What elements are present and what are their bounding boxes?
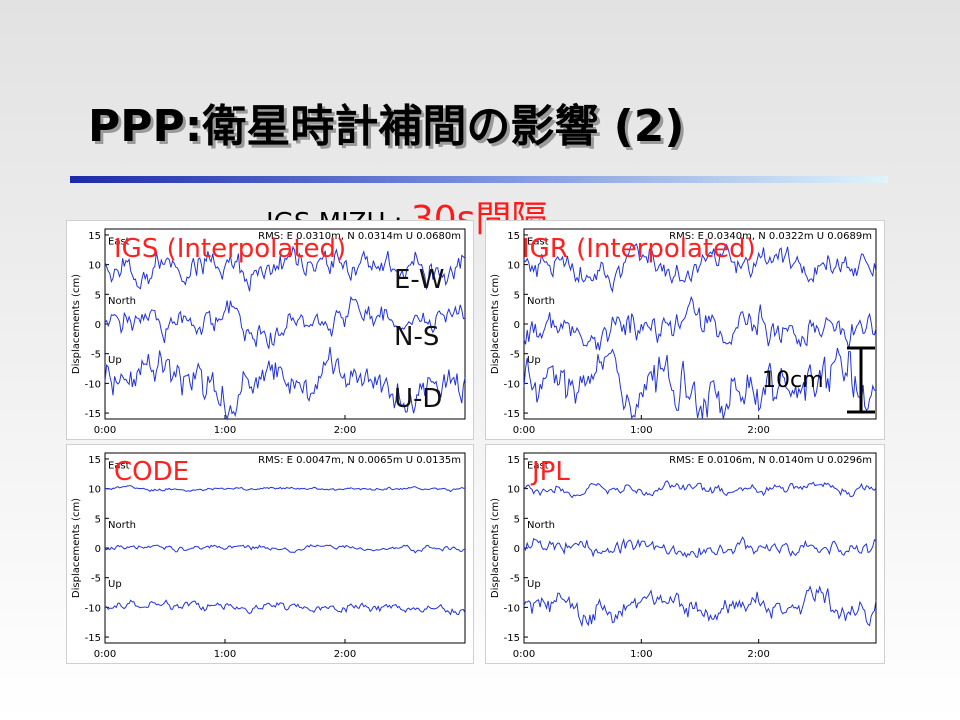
y-tick-label: 0 [95,320,101,331]
y-tick-label: -15 [85,633,101,644]
y-tick-label: -15 [85,409,101,420]
series-label-up: Up [527,355,541,366]
panel-label-igr-interpolated: IGR (Interpolated) [522,234,756,264]
x-tick-label: 2:00 [334,425,356,436]
series-label-north: North [108,520,136,531]
x-tick-label: 2:00 [747,649,769,660]
y-tick-label: 5 [95,290,101,301]
series-label-up: Up [108,355,122,366]
y-axis-label: Displacements (cm) [490,274,501,374]
series-line-east [104,245,466,292]
y-tick-label: 10 [507,485,520,496]
series-line-east [104,485,466,493]
y-tick-label: 15 [507,231,520,242]
x-tick-label: 1:00 [630,425,652,436]
series-line-east [523,243,877,294]
series-label-east: East [108,460,130,471]
component-label-ud: U-D [394,384,443,414]
x-tick-label: 0:00 [94,649,116,660]
x-tick-label: 0:00 [513,649,535,660]
y-axis-label: Displacements (cm) [490,498,501,598]
rms-text: RMS: E 0.0106m, N 0.0140m U 0.0296m [669,455,872,466]
chart-svg: 15 10 5 0 -5 -10 -15 0:00 1:00 2:00 Displacements … [490,452,877,660]
y-tick-label: 5 [95,514,101,525]
series-label-east: East [527,460,549,471]
chart-panel-jpl: 15 10 5 0 -5 -10 -15 0:00 1:00 2:00 Displacements … [485,444,885,664]
y-tick-label: -10 [85,379,101,390]
x-tick-label: 1:00 [630,649,652,660]
series-label-north: North [527,296,555,307]
y-axis-label: Displacements (cm) [71,274,82,374]
series-label-north: North [527,520,555,531]
x-tick-label: 2:00 [747,425,769,436]
y-tick-label: 0 [514,320,520,331]
chart-svg: 15 10 5 0 -5 -10 -15 0:00 1:00 2:00 Displacements … [71,228,466,436]
panel-label-jpl: JPL [532,457,570,487]
panel-label-igs-interpolated: IGS (Interpolated) [114,234,347,264]
x-tick-label: 0:00 [94,425,116,436]
chart-panel-igs-interpolated: 15 10 5 0 -5 -10 -15 0:00 1:00 2:00 Displacements … [66,220,474,440]
series-label-up: Up [527,579,541,590]
plot-frame [104,228,466,420]
rms-text: RMS: E 0.0310m, N 0.0314m U 0.0680m [258,231,461,242]
y-axis-label: Displacements (cm) [71,498,82,598]
chart-panel-code: 15 10 5 0 -5 -10 -15 0:00 1:00 2:00 Displacements … [66,444,474,664]
y-tick-label: -5 [510,574,520,585]
series-label-north: North [108,296,136,307]
series-label-east: East [527,236,549,247]
y-tick-label: 0 [95,544,101,555]
series-line-up [104,346,466,421]
y-tick-label: -5 [91,350,101,361]
series-line-north [104,544,466,554]
series-line-north [523,295,877,351]
series-line-east [523,480,877,499]
title-underline [70,176,888,183]
chart-panel-igr-interpolated: 15 10 5 0 -5 -10 -15 0:00 1:00 2:00 Displacements … [485,220,885,440]
x-tick-label: 0:00 [513,425,535,436]
series-line-up [523,585,877,628]
series-line-up [523,347,877,420]
x-tick-label: 1:00 [214,649,236,660]
series-line-north [104,295,466,349]
scale-bar [847,346,875,414]
y-tick-label: -10 [504,603,520,614]
x-tick-label: 2:00 [334,649,356,660]
y-tick-label: 0 [514,544,520,555]
y-tick-label: -15 [504,409,520,420]
chart-svg: 15 10 5 0 -5 -10 -15 0:00 1:00 2:00 Displacements … [490,228,877,436]
y-tick-label: 10 [88,485,101,496]
y-tick-label: 15 [507,455,520,466]
y-tick-label: 5 [514,514,520,525]
slide-title: PPP:衛星時計補間の影響 (2) [88,101,685,152]
y-tick-label: 15 [88,231,101,242]
series-label-east: East [108,236,130,247]
series-line-north [523,536,877,559]
y-tick-label: 10 [507,261,520,272]
x-tick-label: 1:00 [214,425,236,436]
panel-label-code: CODE [114,457,190,487]
y-tick-label: -15 [504,633,520,644]
rms-text: RMS: E 0.0047m, N 0.0065m U 0.0135m [258,455,461,466]
y-tick-label: 5 [514,290,520,301]
y-tick-label: -10 [504,379,520,390]
y-tick-label: 10 [88,261,101,272]
y-tick-label: -5 [91,574,101,585]
y-tick-label: -10 [85,603,101,614]
component-label-ew: E-W [394,265,445,295]
series-label-up: Up [108,579,122,590]
scale-label: 10cm [762,368,824,393]
y-tick-label: -5 [510,350,520,361]
rms-text: RMS: E 0.0340m, N 0.0322m U 0.0689m [669,231,872,242]
chart-svg: 15 10 5 0 -5 -10 -15 0:00 1:00 2:00 Displacements … [71,452,466,660]
y-tick-label: 15 [88,455,101,466]
component-label-ns: N-S [394,322,440,352]
series-line-up [104,599,466,616]
